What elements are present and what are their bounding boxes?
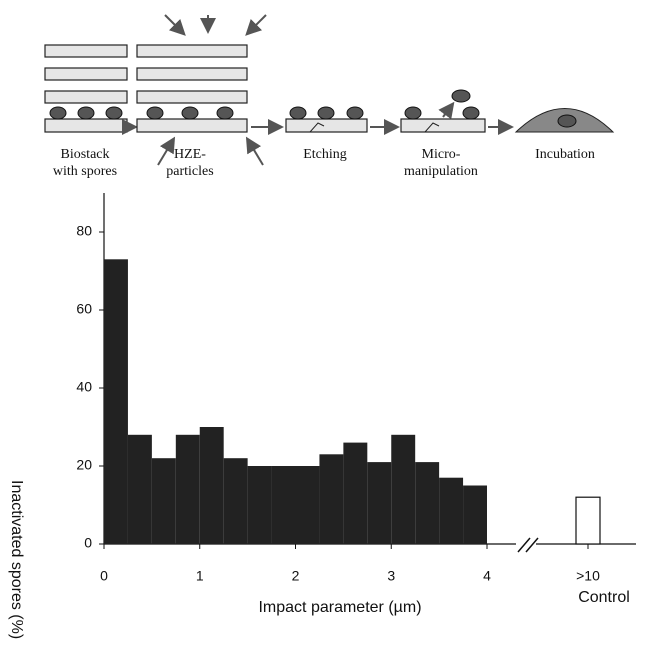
step-label: manipulation (404, 164, 478, 179)
y-tick-label: 20 (76, 457, 92, 473)
bar (415, 462, 440, 544)
bar (319, 454, 344, 544)
bar (247, 466, 272, 544)
step-label: Etching (303, 147, 347, 162)
bar (199, 427, 224, 544)
bar (391, 434, 416, 544)
bar (463, 485, 487, 544)
process-diagram (44, 14, 615, 166)
bar (151, 458, 176, 544)
bar (439, 477, 464, 544)
step-label: Incubation (535, 147, 595, 162)
axis-break (517, 537, 539, 553)
bar (295, 466, 320, 544)
bar (104, 259, 128, 544)
control-tick-label: >10 (576, 568, 600, 584)
bar (343, 442, 368, 544)
y-tick-label: 80 (76, 223, 92, 239)
step-label: Micro- (422, 147, 461, 162)
bar (271, 466, 296, 544)
x-tick-label: 4 (483, 568, 491, 584)
step-label: Biostack (61, 147, 110, 162)
control-label: Control (578, 589, 630, 606)
bar (367, 462, 392, 544)
x-axis-label: Impact parameter (µm) (258, 599, 421, 616)
step-label: particles (166, 164, 213, 179)
x-tick-label: 1 (196, 568, 204, 584)
x-tick-label: 3 (387, 568, 395, 584)
step-label: with spores (53, 164, 117, 179)
bar (223, 458, 248, 544)
y-tick-label: 40 (76, 379, 92, 395)
bar (175, 434, 200, 544)
control-bar (575, 496, 601, 545)
x-tick-label: 0 (100, 568, 108, 584)
step-label: HZE- (174, 147, 206, 162)
y-tick-label: 60 (76, 301, 92, 317)
bar (127, 434, 152, 544)
y-axis-label: Inactivated spores (%) (8, 480, 25, 639)
x-tick-label: 2 (292, 568, 300, 584)
y-tick-label: 0 (84, 535, 92, 551)
